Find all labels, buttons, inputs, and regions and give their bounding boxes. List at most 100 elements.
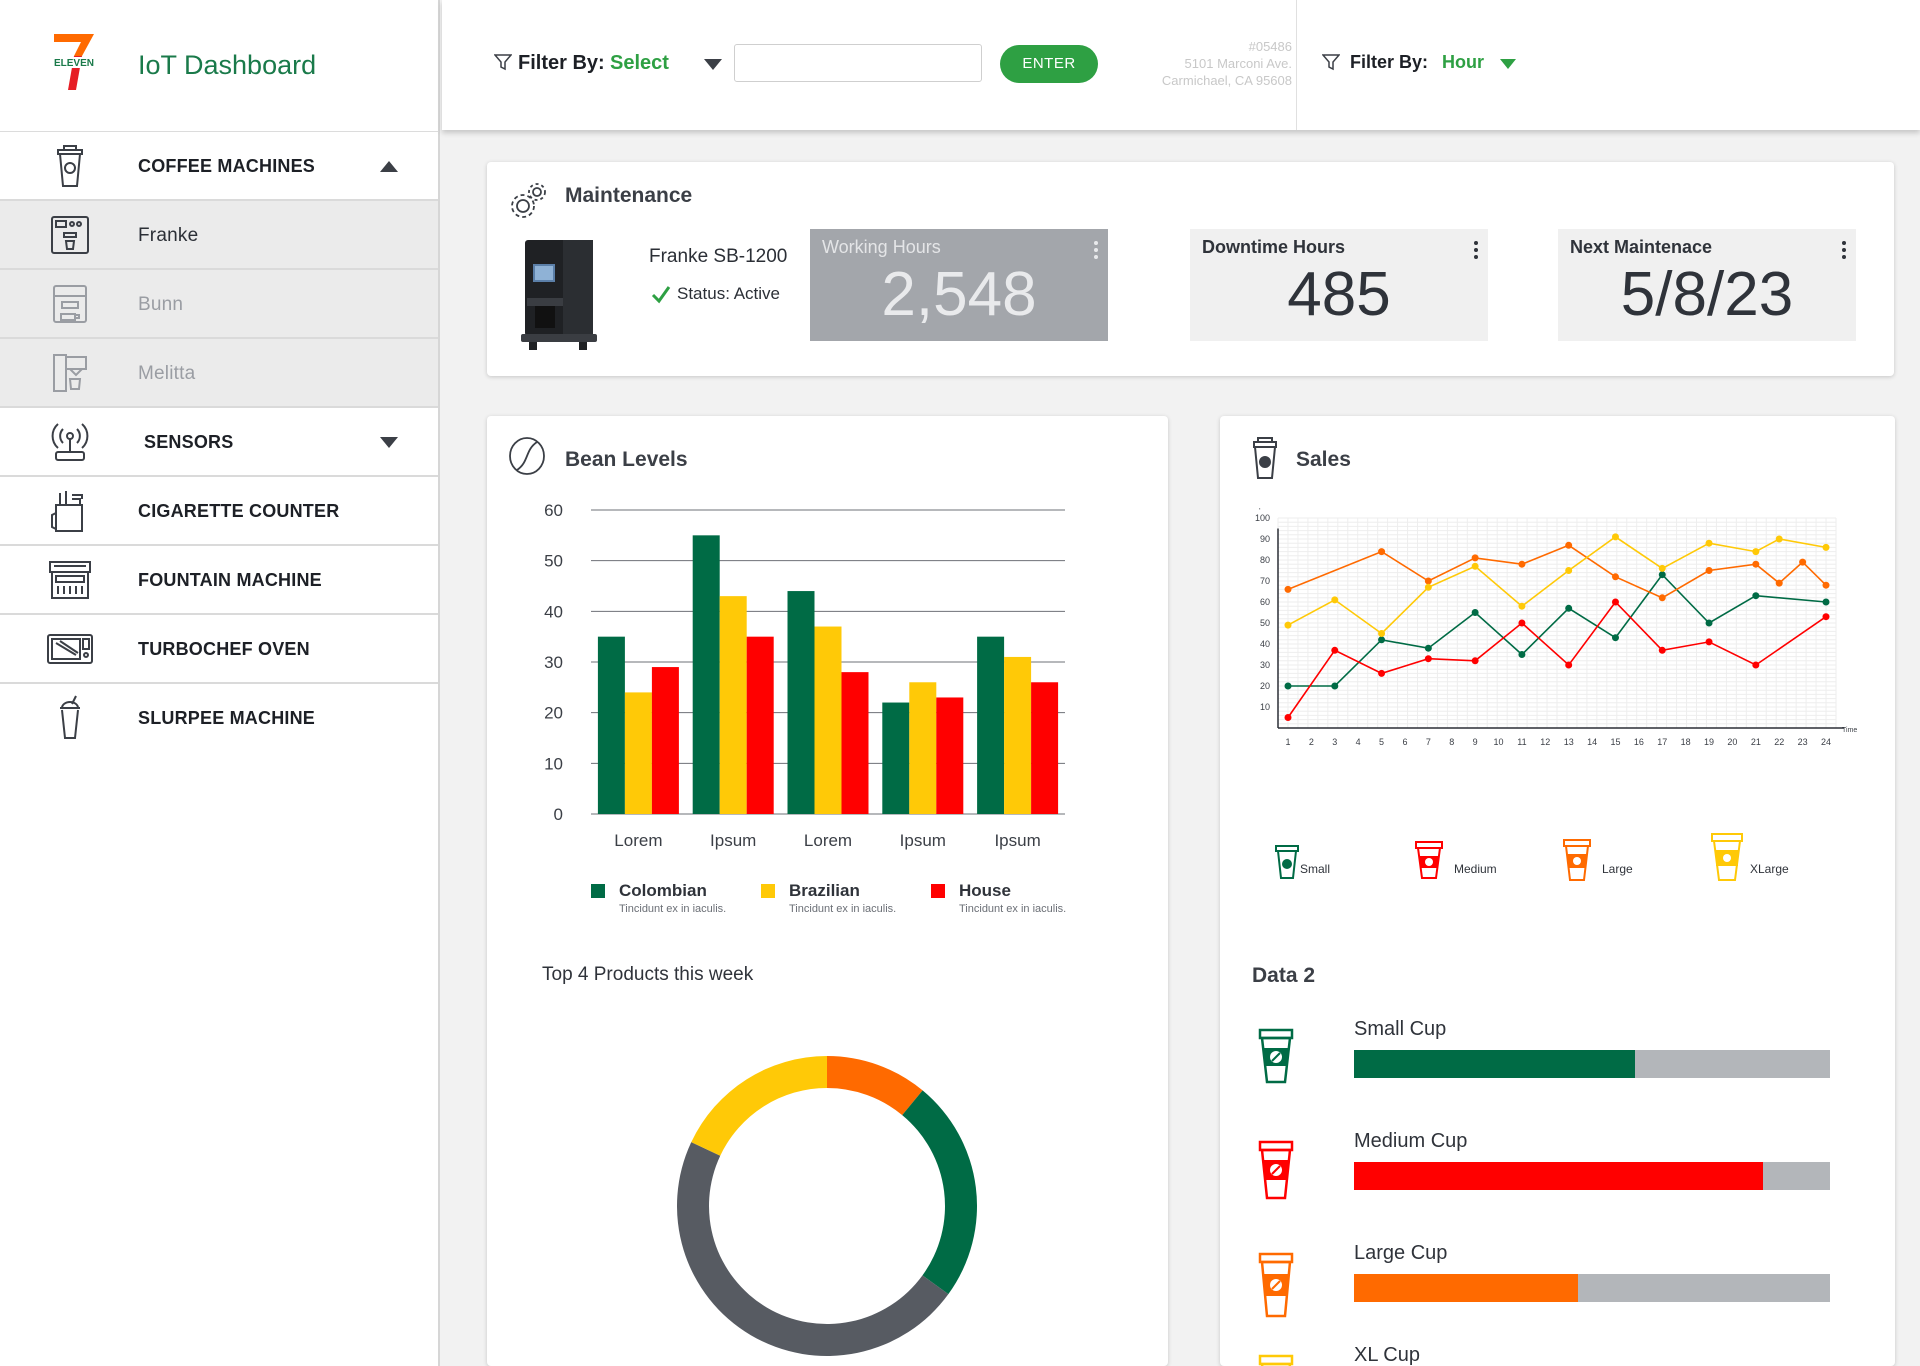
legend-swatch — [761, 884, 775, 898]
bean-levels-card: Bean Levels 0 10 20 30 40 50 60 Lorem Ipsum Lorem… — [487, 416, 1168, 1366]
data-point-small — [1284, 682, 1292, 690]
legend-sub: Tincidunt ex in iaculis. — [959, 903, 1067, 915]
legend-name: House — [959, 881, 1011, 900]
sidebar-item-fountain-machine[interactable]: FOUNTAIN MACHINE — [0, 546, 438, 615]
x-tick-label: 18 — [1681, 737, 1691, 747]
filter-icon — [1322, 54, 1340, 71]
data-point-xlarge — [1471, 562, 1479, 570]
cup-label: Large Cup — [1354, 1242, 1448, 1264]
bar-house — [1031, 682, 1059, 814]
kpi-value: 2,548 — [881, 260, 1037, 329]
sidebar-item-slurpee-machine[interactable]: SLURPEE MACHINE — [0, 684, 438, 753]
data-point-large — [1378, 548, 1386, 556]
data-point-small — [1378, 636, 1386, 644]
bar-brazilian — [814, 626, 842, 814]
check-icon — [651, 286, 671, 304]
sales-line-chart: CupsTime10203040506070809010012345678910… — [1250, 508, 1857, 747]
y-tick-label: 60 — [1260, 597, 1270, 607]
medium-cup-icon — [1258, 1140, 1294, 1200]
more-vertical-icon[interactable] — [1474, 241, 1478, 259]
sidebar-item-label: TURBOCHEF OVEN — [138, 639, 310, 659]
sidebar-item-cigarette-counter[interactable]: CIGARETTE COUNTER — [0, 477, 438, 546]
coffee-cup-icon — [57, 145, 83, 187]
y-tick-label: 10 — [1260, 702, 1270, 712]
y-tick-label: 20 — [1260, 681, 1270, 691]
search-input[interactable] — [734, 44, 982, 82]
data-point-medium — [1378, 669, 1386, 677]
x-tick-label: Ipsum — [900, 831, 946, 850]
chevron-down-icon[interactable] — [1500, 59, 1516, 69]
data-point-large — [1775, 579, 1783, 587]
y-tick-label: 40 — [1260, 639, 1270, 649]
x-tick-label: Ipsum — [994, 831, 1040, 850]
x-tick-label: 13 — [1564, 737, 1574, 747]
cup-legend-label: XLarge — [1750, 862, 1789, 876]
x-tick-label: 16 — [1634, 737, 1644, 747]
progress-bar-fill — [1354, 1274, 1578, 1302]
chevron-down-icon[interactable] — [704, 59, 722, 70]
sidebar-item-bunn[interactable]: Bunn — [0, 270, 438, 339]
filter-by-label: Filter By: — [518, 52, 605, 74]
chevron-up-icon[interactable] — [380, 161, 398, 172]
coffee-cup-icon — [1253, 437, 1277, 479]
y-tick-label: 50 — [1260, 618, 1270, 628]
sales-card: Sales CupsTime10203040506070809010012345… — [1220, 416, 1895, 1366]
more-vertical-icon[interactable] — [1842, 241, 1846, 259]
sales-title: Sales — [1296, 448, 1351, 471]
sidebar-item-sensors[interactable]: SENSORS — [0, 408, 438, 477]
sidebar-item-melitta[interactable]: Melitta — [0, 339, 438, 408]
donut-slice — [677, 1142, 949, 1356]
data2-row-large-cup: Large Cup — [1254, 1242, 1864, 1332]
sidebar-item-turbochef-oven[interactable]: TURBOCHEF OVEN — [0, 615, 438, 684]
store-city: Carmichael, CA 95608 — [1161, 73, 1292, 88]
data-point-small — [1565, 604, 1573, 612]
sidebar-item-label: Melitta — [138, 363, 196, 384]
x-tick-label: 5 — [1379, 737, 1384, 747]
more-vertical-icon[interactable] — [1094, 241, 1098, 259]
svg-text:ELEVEN: ELEVEN — [54, 58, 94, 69]
x-tick-label: Lorem — [614, 831, 662, 850]
brand-area: ELEVEN IoT Dashboard — [0, 0, 438, 132]
chevron-down-icon[interactable] — [380, 437, 398, 448]
legend-sub: Tincidunt ex in iaculis. — [619, 903, 727, 915]
x-tick-label: 4 — [1356, 737, 1361, 747]
bean-levels-chart: 0 10 20 30 40 50 60 Lorem Ipsum Lorem Ipsum Ipsum — [544, 501, 1065, 850]
bar-house — [841, 672, 869, 814]
sidebar-item-franke[interactable]: Franke — [0, 201, 438, 270]
data-point-medium — [1822, 613, 1830, 621]
donut-slice — [827, 1056, 923, 1116]
bar-house — [936, 697, 964, 814]
progress-bar-track — [1354, 1050, 1830, 1078]
y-axis-label: Cups — [1250, 508, 1267, 510]
sidebar-item-label: Franke — [138, 225, 199, 246]
x-tick-label: 15 — [1610, 737, 1620, 747]
filter-select[interactable]: Select — [610, 52, 669, 74]
sidebar-item-label: SLURPEE MACHINE — [138, 708, 316, 728]
data-point-medium — [1284, 714, 1292, 721]
cup-legend: Small Medium Large XLarge — [1250, 833, 1870, 894]
hour-filter-select[interactable]: Hour — [1442, 52, 1484, 72]
data-point-medium — [1424, 655, 1432, 663]
bar-colombian — [977, 636, 1005, 814]
data-point-xlarge — [1331, 596, 1339, 604]
donut-slice — [691, 1056, 827, 1156]
small-cup-icon — [1258, 1028, 1294, 1084]
enter-button[interactable]: ENTER — [1000, 45, 1098, 83]
cup-legend-label: Large — [1602, 862, 1633, 876]
cigarette-icon — [51, 491, 83, 532]
data2-row-medium-cup: Medium Cup — [1254, 1130, 1864, 1220]
app-title: IoT Dashboard — [138, 50, 317, 80]
x-tick-label: 20 — [1727, 737, 1737, 747]
data-point-medium — [1471, 657, 1479, 665]
y-tick-label: 20 — [544, 704, 563, 723]
sidebar-item-coffee-machines[interactable]: COFFEE MACHINES — [0, 132, 438, 201]
data-point-xlarge — [1378, 630, 1386, 637]
x-tick-label: 17 — [1657, 737, 1667, 747]
data-point-xlarge — [1611, 533, 1619, 541]
data-point-medium — [1705, 638, 1713, 646]
x-tick-label: 10 — [1494, 737, 1504, 747]
y-tick-label: 50 — [544, 552, 563, 571]
data-point-small — [1658, 571, 1666, 579]
franke-machine-image — [521, 240, 597, 350]
data-point-small — [1424, 644, 1432, 652]
